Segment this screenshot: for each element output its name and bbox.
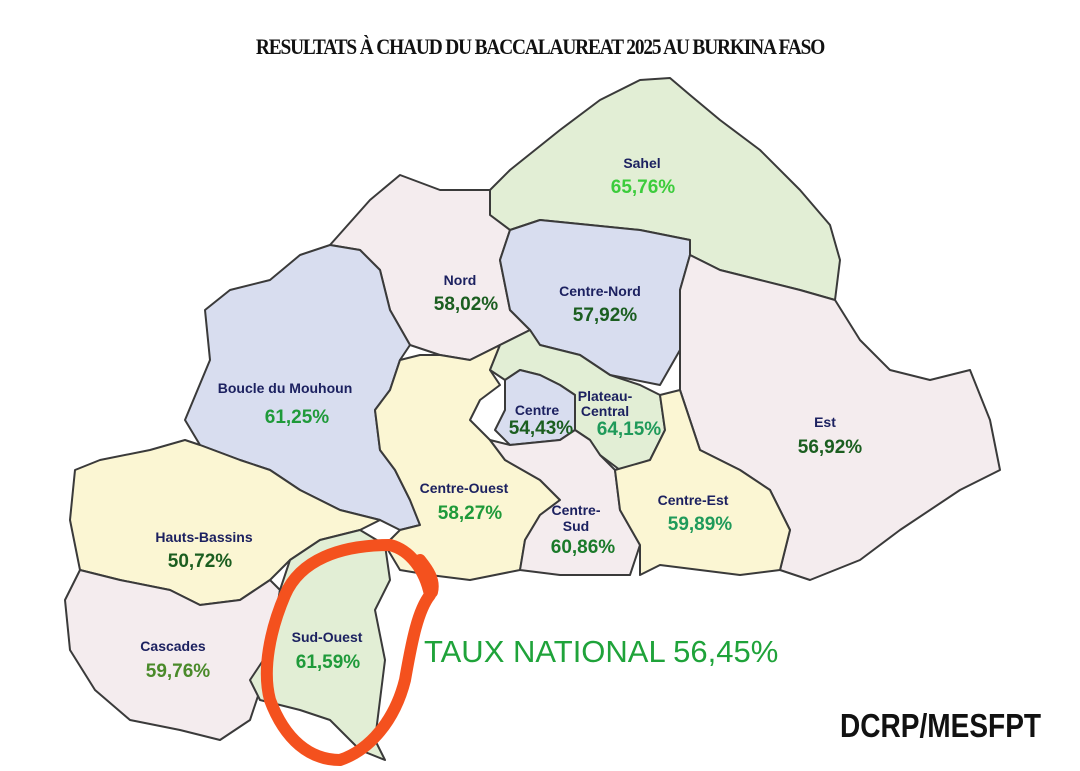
label-centre-sud-name-1: Centre- — [551, 502, 600, 518]
label-est-rate: 56,92% — [798, 437, 863, 458]
label-centre-nord-rate: 57,92% — [573, 305, 638, 326]
highlight-circle — [260, 539, 439, 766]
label-centre-sud-name-2: Sud — [563, 518, 589, 534]
label-cascades-rate: 59,76% — [146, 661, 211, 682]
label-sud-ouest-rate: 61,59% — [296, 652, 361, 673]
label-hauts-bassins-rate: 50,72% — [168, 551, 233, 572]
label-cascades-name: Cascades — [140, 638, 206, 654]
label-plateau-rate: 64,15% — [597, 419, 662, 440]
region-boucle-du-mouhoun[interactable] — [184, 244, 421, 531]
label-nord-name: Nord — [444, 272, 477, 288]
label-centre-rate: 54,43% — [509, 418, 574, 439]
region-centre-nord[interactable] — [499, 219, 691, 386]
label-plateau-name-2: Central — [581, 403, 629, 419]
region-centre-sud[interactable] — [489, 429, 641, 576]
label-centre-nord-name: Centre-Nord — [559, 283, 641, 299]
label-sud-ouest-name: Sud-Ouest — [292, 629, 363, 645]
label-est-name: Est — [814, 414, 836, 430]
source-credit: DCRP/MESFPT — [840, 707, 1042, 744]
label-hauts-bassins-name: Hauts-Bassins — [155, 529, 252, 545]
national-rate: TAUX NATIONAL 56,45% — [424, 634, 779, 669]
label-plateau-name-1: Plateau- — [578, 388, 633, 404]
label-centre-est-rate: 59,89% — [668, 514, 733, 535]
label-centre-sud-rate: 60,86% — [551, 537, 616, 558]
label-centre-ouest-rate: 58,27% — [438, 503, 503, 524]
label-boucle-name: Boucle du Mouhoun — [218, 380, 353, 396]
label-sahel-rate: 65,76% — [611, 177, 676, 198]
region-labels: Sahel 65,76% Nord 58,02% Centre-Nord 57,… — [140, 155, 862, 682]
map-title: RESULTATS À CHAUD DU BACCALAUREAT 2025 A… — [255, 34, 825, 59]
label-centre-est-name: Centre-Est — [658, 492, 729, 508]
label-nord-rate: 58,02% — [434, 294, 499, 315]
label-boucle-rate: 61,25% — [265, 407, 330, 428]
region-centre-est[interactable] — [614, 389, 791, 576]
region-cascades[interactable] — [64, 569, 281, 741]
label-centre-name: Centre — [515, 402, 560, 418]
label-centre-ouest-name: Centre-Ouest — [420, 480, 509, 496]
label-sahel-name: Sahel — [623, 155, 660, 171]
